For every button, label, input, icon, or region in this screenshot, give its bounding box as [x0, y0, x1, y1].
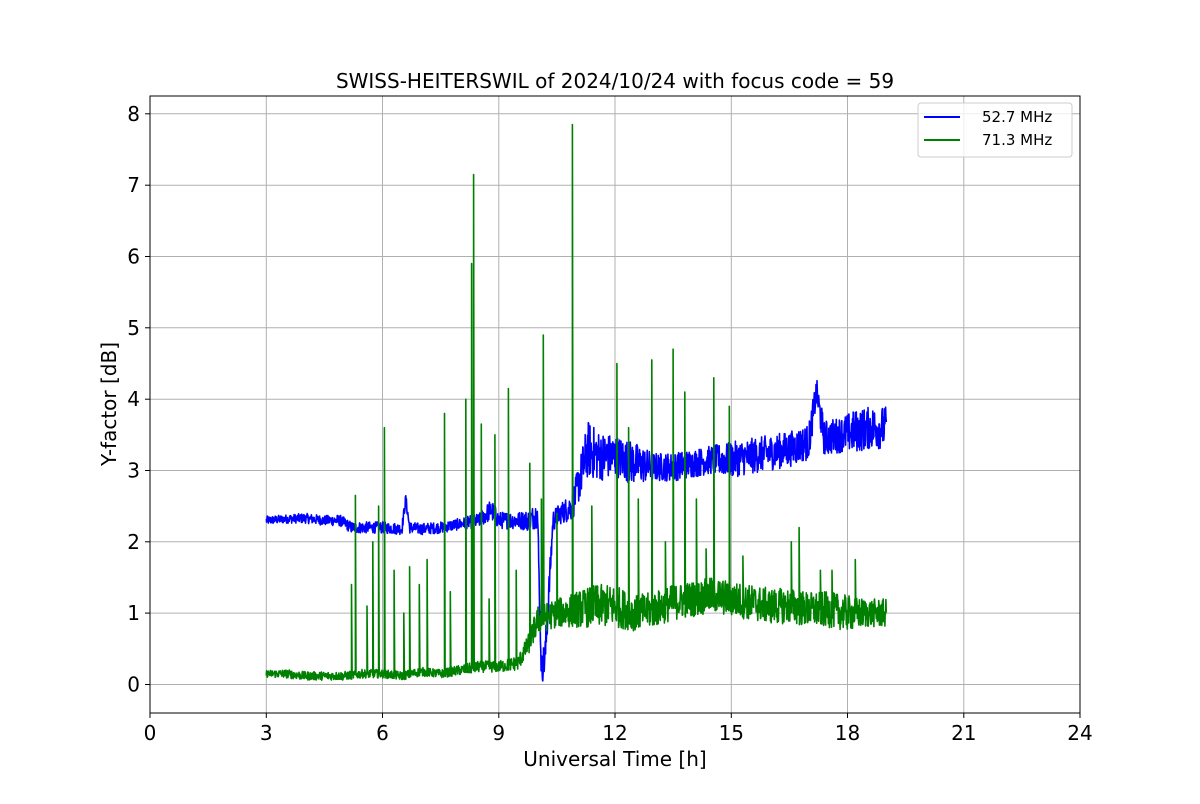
- y-tick-label: 2: [127, 530, 140, 554]
- x-tick-label: 21: [951, 721, 976, 745]
- x-tick-label: 24: [1067, 721, 1092, 745]
- y-tick-label: 5: [127, 316, 140, 340]
- y-tick-label: 7: [127, 173, 140, 197]
- series-line: [265, 379, 888, 682]
- x-tick-label: 18: [835, 721, 860, 745]
- x-tick-label: 3: [260, 721, 273, 745]
- x-tick-label: 0: [144, 721, 157, 745]
- series-line: [265, 123, 888, 681]
- x-tick-label: 12: [602, 721, 627, 745]
- x-tick-label: 15: [719, 721, 744, 745]
- y-tick-label: 0: [127, 673, 140, 697]
- legend-label-52-7-mhz: 52.7 MHz: [982, 108, 1052, 126]
- y-tick-label: 4: [127, 387, 140, 411]
- y-tick-label: 3: [127, 459, 140, 483]
- y-tick-label: 6: [127, 245, 140, 269]
- series-71-3-mhz: [265, 123, 888, 681]
- series-52-7-mhz: [265, 379, 888, 682]
- legend-label-71-3-mhz: 71.3 MHz: [982, 131, 1052, 149]
- x-axis-label: Universal Time [h]: [523, 747, 706, 771]
- y-tick-label: 1: [127, 601, 140, 625]
- chart-title: SWISS-HEITERSWIL of 2024/10/24 with focu…: [336, 69, 894, 93]
- series-layer: [265, 123, 888, 682]
- x-tick-label: 9: [492, 721, 505, 745]
- y-tick-label: 8: [127, 102, 140, 126]
- y-axis-label: Y-factor [dB]: [97, 342, 121, 467]
- legend: 52.7 MHz 71.3 MHz: [917, 102, 1073, 158]
- x-tick-label: 6: [376, 721, 389, 745]
